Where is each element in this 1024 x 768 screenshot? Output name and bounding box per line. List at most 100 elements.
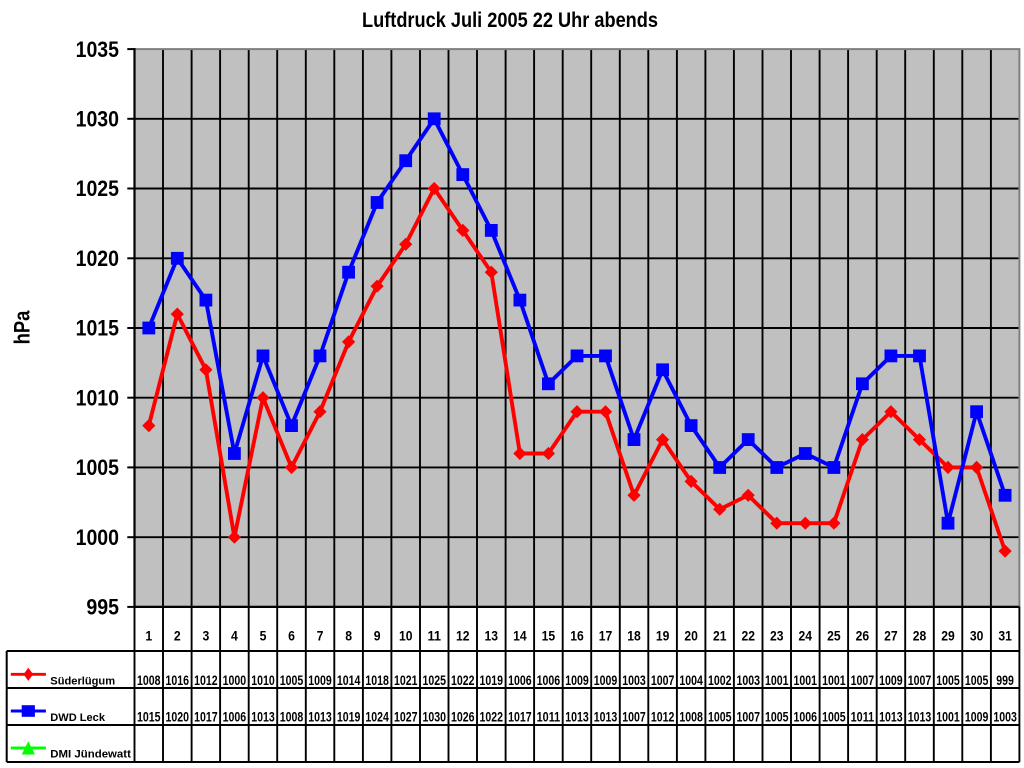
svg-text:2: 2 — [174, 629, 181, 645]
svg-text:1013: 1013 — [879, 709, 903, 725]
svg-text:1009: 1009 — [565, 673, 589, 689]
svg-text:25: 25 — [827, 629, 841, 645]
svg-text:1014: 1014 — [337, 673, 361, 689]
svg-text:1008: 1008 — [679, 709, 703, 725]
svg-text:1013: 1013 — [251, 709, 275, 725]
svg-text:1002: 1002 — [708, 673, 732, 689]
svg-text:1005: 1005 — [936, 673, 960, 689]
svg-text:DWD Leck: DWD Leck — [50, 712, 106, 724]
svg-text:1001: 1001 — [822, 673, 846, 689]
svg-text:12: 12 — [456, 629, 470, 645]
svg-text:26: 26 — [856, 629, 870, 645]
svg-text:1000: 1000 — [76, 525, 119, 550]
svg-text:1007: 1007 — [908, 673, 932, 689]
svg-text:27: 27 — [884, 629, 898, 645]
svg-text:1013: 1013 — [565, 709, 589, 725]
svg-text:1007: 1007 — [736, 709, 760, 725]
svg-text:1007: 1007 — [622, 709, 646, 725]
svg-text:1005: 1005 — [765, 709, 789, 725]
svg-text:1003: 1003 — [736, 673, 760, 689]
svg-text:1017: 1017 — [194, 709, 218, 725]
svg-text:1008: 1008 — [280, 709, 304, 725]
svg-text:1009: 1009 — [965, 709, 989, 725]
svg-text:1005: 1005 — [708, 709, 732, 725]
svg-text:4: 4 — [231, 629, 238, 645]
svg-text:1005: 1005 — [76, 455, 119, 480]
svg-text:1030: 1030 — [76, 107, 119, 132]
svg-text:1020: 1020 — [166, 709, 190, 725]
svg-text:1010: 1010 — [76, 385, 119, 410]
svg-text:1009: 1009 — [308, 673, 332, 689]
svg-text:11: 11 — [427, 629, 441, 645]
svg-text:1021: 1021 — [394, 673, 418, 689]
svg-text:14: 14 — [513, 629, 527, 645]
svg-text:7: 7 — [317, 629, 324, 645]
svg-text:1025: 1025 — [76, 176, 119, 201]
svg-text:DMI Jündewatt: DMI Jündewatt — [50, 748, 131, 760]
svg-text:1013: 1013 — [908, 709, 932, 725]
svg-text:17: 17 — [599, 629, 613, 645]
svg-text:1026: 1026 — [451, 709, 475, 725]
svg-text:999: 999 — [996, 673, 1014, 689]
svg-text:1005: 1005 — [280, 673, 304, 689]
svg-text:1003: 1003 — [993, 709, 1017, 725]
svg-text:1025: 1025 — [422, 673, 446, 689]
svg-text:1013: 1013 — [594, 709, 618, 725]
svg-text:1010: 1010 — [251, 673, 275, 689]
svg-text:1006: 1006 — [794, 709, 818, 725]
svg-text:1008: 1008 — [137, 673, 161, 689]
svg-text:24: 24 — [799, 629, 813, 645]
svg-text:15: 15 — [542, 629, 556, 645]
svg-text:1012: 1012 — [651, 709, 675, 725]
svg-text:13: 13 — [485, 629, 499, 645]
svg-text:31: 31 — [998, 629, 1012, 645]
svg-text:1035: 1035 — [76, 37, 119, 62]
svg-text:20: 20 — [684, 629, 698, 645]
svg-text:1022: 1022 — [480, 709, 504, 725]
svg-text:1019: 1019 — [337, 709, 361, 725]
svg-text:19: 19 — [656, 629, 670, 645]
svg-text:1000: 1000 — [223, 673, 247, 689]
svg-text:1027: 1027 — [394, 709, 418, 725]
svg-text:1011: 1011 — [851, 709, 875, 725]
svg-text:16: 16 — [570, 629, 584, 645]
svg-text:1020: 1020 — [76, 246, 119, 271]
svg-text:1006: 1006 — [223, 709, 247, 725]
svg-text:1001: 1001 — [936, 709, 960, 725]
svg-text:1001: 1001 — [794, 673, 818, 689]
svg-text:1007: 1007 — [651, 673, 675, 689]
svg-text:22: 22 — [741, 629, 755, 645]
svg-text:1006: 1006 — [537, 673, 561, 689]
svg-text:1005: 1005 — [822, 709, 846, 725]
svg-text:1004: 1004 — [679, 673, 703, 689]
svg-text:9: 9 — [374, 629, 381, 645]
svg-text:1011: 1011 — [537, 709, 561, 725]
svg-text:Süderlügum: Süderlügum — [50, 675, 115, 687]
svg-text:1001: 1001 — [765, 673, 789, 689]
svg-text:18: 18 — [627, 629, 641, 645]
svg-text:1016: 1016 — [166, 673, 190, 689]
svg-text:Luftdruck Juli 2005 22 Uhr abe: Luftdruck Juli 2005 22 Uhr abends — [362, 9, 658, 32]
svg-text:1022: 1022 — [451, 673, 475, 689]
svg-text:1015: 1015 — [137, 709, 161, 725]
svg-text:6: 6 — [288, 629, 295, 645]
svg-text:1005: 1005 — [965, 673, 989, 689]
svg-text:1: 1 — [145, 629, 152, 645]
svg-text:1009: 1009 — [879, 673, 903, 689]
svg-text:3: 3 — [203, 629, 210, 645]
svg-text:1018: 1018 — [365, 673, 389, 689]
svg-text:23: 23 — [770, 629, 784, 645]
svg-text:1003: 1003 — [622, 673, 646, 689]
svg-text:1007: 1007 — [851, 673, 875, 689]
svg-text:1030: 1030 — [422, 709, 446, 725]
svg-text:5: 5 — [260, 629, 267, 645]
svg-text:1013: 1013 — [308, 709, 332, 725]
svg-text:1017: 1017 — [508, 709, 532, 725]
svg-text:28: 28 — [913, 629, 927, 645]
svg-text:1012: 1012 — [194, 673, 218, 689]
svg-text:1024: 1024 — [365, 709, 389, 725]
svg-text:10: 10 — [399, 629, 413, 645]
svg-text:30: 30 — [970, 629, 984, 645]
svg-text:1019: 1019 — [480, 673, 504, 689]
svg-text:1009: 1009 — [594, 673, 618, 689]
